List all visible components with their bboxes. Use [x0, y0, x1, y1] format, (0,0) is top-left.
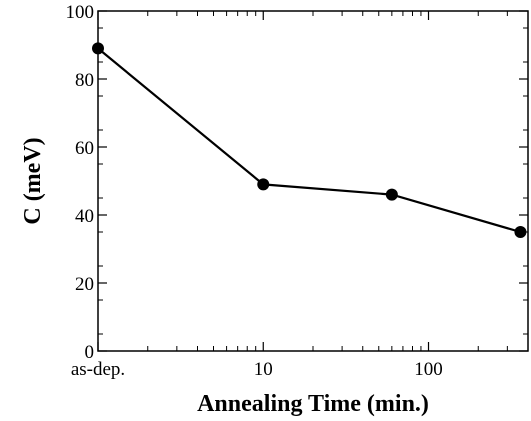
- y-axis-title: C (meV): [20, 137, 46, 224]
- data-point: [514, 226, 527, 238]
- y-tick-label: 40: [75, 206, 94, 227]
- series-line: [97, 47, 521, 234]
- data-point: [385, 188, 398, 201]
- data-markers: [92, 42, 527, 238]
- y-tick-label: 20: [75, 274, 94, 295]
- x-tick-label: 10: [254, 359, 273, 380]
- plot-frame: [97, 10, 529, 352]
- tick-labels: 0 20 40 60 80 100 as-dep. 10 100: [66, 2, 443, 380]
- axis-ticks: [97, 10, 528, 352]
- y-tick-label: 60: [75, 138, 94, 159]
- y-tick-label: 0: [85, 342, 95, 363]
- y-tick-label: 100: [66, 2, 95, 23]
- x-tick-label: 100: [414, 359, 443, 380]
- data-point: [257, 178, 270, 191]
- data-point: [92, 42, 104, 55]
- x-tick-label: as-dep.: [71, 359, 125, 380]
- y-tick-label: 80: [75, 70, 94, 91]
- x-axis-title: Annealing Time (min.): [197, 391, 429, 417]
